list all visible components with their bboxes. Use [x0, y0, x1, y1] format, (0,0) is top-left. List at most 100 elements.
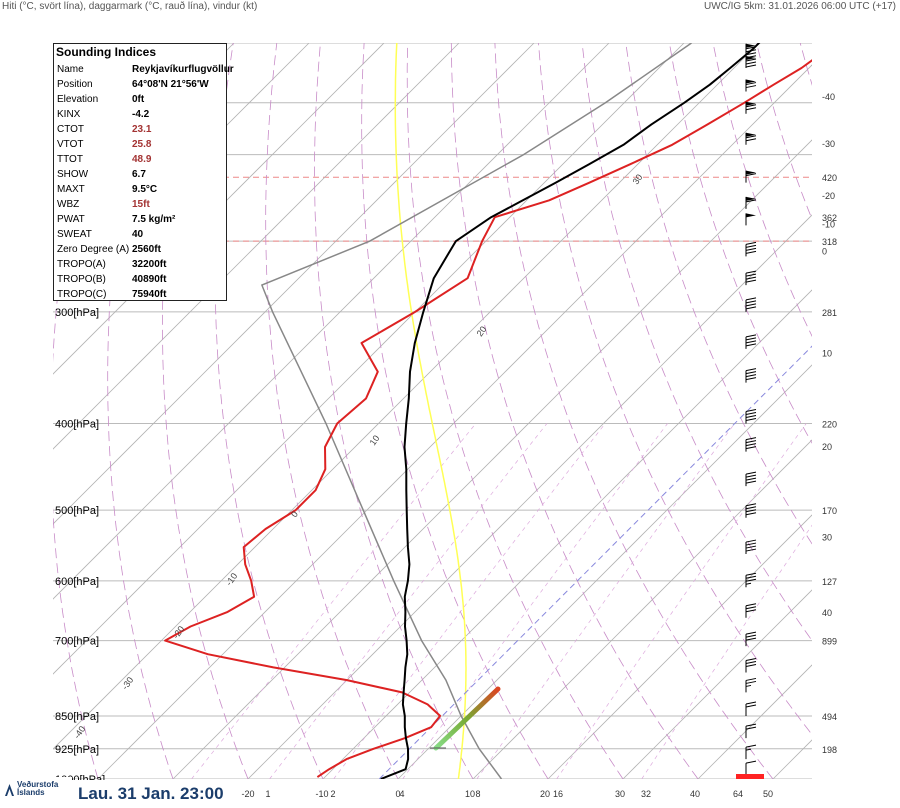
index-label: Zero Degree (A): [57, 244, 130, 255]
index-value: -4.2: [132, 109, 150, 120]
index-label: TROPO(A): [57, 259, 106, 270]
pressure-label: 850[hPa]: [55, 711, 99, 723]
wind-barb-pennant: [746, 196, 756, 201]
isotherm: [53, 43, 460, 450]
index-label: TTOT: [57, 154, 83, 165]
isotherm: [0, 43, 9, 779]
index-value: 64°08'N 21°56'W: [132, 79, 209, 90]
wind-barb-feather: [745, 337, 757, 341]
dry-adiabat: [450, 43, 699, 779]
bottom-axis-label: -10: [315, 789, 328, 799]
right-axis-label: 220: [822, 420, 837, 430]
wind-barb-feather: [745, 480, 757, 484]
mixing-ratio-line: [191, 423, 477, 779]
wind-barb-feather: [745, 374, 757, 378]
isotherm-label: 0: [289, 509, 300, 519]
wind-barb-feather: [745, 539, 757, 543]
wind-barb-feather: [745, 726, 757, 730]
wind-barb-feather: [745, 276, 757, 280]
wind-barb-feather: [745, 273, 757, 277]
wind-barb-feather: [745, 503, 757, 507]
right-axis-label: 170: [822, 506, 837, 516]
wind-barb-feather: [745, 64, 757, 68]
isotherm-label: 30: [631, 172, 645, 186]
wind-barb-feather: [745, 509, 757, 513]
wind-barb-pennant: [746, 170, 756, 175]
index-value: 48.9: [132, 154, 152, 165]
wind-barb-feather: [745, 303, 757, 307]
wind-barb-feather: [745, 603, 757, 607]
isotherm: [472, 439, 812, 779]
wind-barb-feather: [745, 418, 757, 422]
wind-barb-feather: [745, 297, 757, 301]
right-axis-label: -10: [822, 220, 835, 230]
wind-barb-feather: [745, 334, 757, 338]
dry-adiabat: [669, 43, 812, 444]
sounding-indices-panel: Sounding Indices Name Reykjavíkurflugvöll…: [53, 43, 234, 301]
wind-barb-feather: [745, 723, 757, 727]
wind-barb-feather: [745, 343, 757, 347]
bottom-axis-label: 4: [399, 789, 404, 799]
wind-barb-feather: [745, 279, 757, 283]
wind-barb-pennant: [746, 56, 756, 61]
wind-barb-feather: [745, 744, 757, 748]
wind-barb-feather: [745, 412, 757, 416]
wind-barb-feather: [745, 244, 757, 248]
wind-barb-feather: [745, 46, 757, 50]
wind-barb-feather: [745, 512, 757, 516]
wind-barb-feather: [745, 575, 757, 579]
bottom-axis-label: 2: [330, 789, 335, 799]
dry-adiabat: [712, 43, 812, 337]
isotherm: [848, 43, 900, 779]
index-label: Name: [57, 64, 84, 75]
index-value: 25.8: [132, 139, 152, 150]
wind-barb-feather: [745, 415, 757, 419]
index-value: 6.7: [132, 169, 146, 180]
bottom-axis-label: 50: [763, 789, 773, 799]
index-label: WBZ: [57, 199, 80, 210]
parcel-curve: [260, 43, 692, 779]
wind-barb-feather: [745, 446, 757, 450]
wind-barb-feather: [745, 578, 757, 582]
wind-barb-feather: [745, 634, 757, 638]
bottom-axis-label: 32: [641, 789, 651, 799]
isotherm-label: 20: [475, 324, 489, 338]
wind-barb-feather: [745, 474, 757, 478]
index-value: 9.5°C: [132, 184, 158, 195]
wind-barb-feather: [745, 582, 752, 585]
chart-subtitle: Hiti (°C, svört lína), daggarmark (°C, r…: [2, 1, 258, 12]
wind-barb-feather: [745, 684, 752, 687]
chart-labels: 250[hPa]300[hPa]400[hPa]500[hPa]600[hPa]…: [55, 92, 837, 799]
dry-adiabat: [799, 43, 812, 86]
dry-adiabat: [756, 43, 812, 221]
index-label: PWAT: [57, 214, 85, 225]
isotherm: [53, 43, 535, 525]
right-axis-label: 420: [822, 173, 837, 183]
index-value: 32200ft: [132, 259, 167, 270]
index-value: 75940ft: [132, 289, 167, 300]
wind-barb-feather: [745, 368, 757, 372]
right-axis-label: 10: [822, 348, 832, 358]
wind-barb-feather: [745, 631, 757, 635]
indices-title: Sounding Indices: [56, 45, 157, 59]
isotherm: [53, 43, 760, 750]
isotherm-label: 10: [368, 433, 382, 447]
wind-barb-feather: [745, 82, 757, 86]
index-value: 7.5 kg/m²: [132, 214, 176, 225]
bottom-axis-label: 8: [475, 789, 480, 799]
index-label: SWEAT: [57, 229, 92, 240]
wind-barb-feather: [745, 52, 757, 56]
wind-barb-feather: [745, 85, 757, 89]
index-value: 23.1: [132, 124, 152, 135]
pressure-label: 300[hPa]: [55, 307, 99, 319]
bottom-axis-label: 16: [553, 789, 563, 799]
right-axis-label: 899: [822, 637, 837, 647]
isotherm: [53, 43, 685, 675]
pressure-label: 925[hPa]: [55, 744, 99, 756]
right-axis-label: 362: [822, 213, 837, 223]
wind-barb-feather: [745, 443, 757, 447]
wind-barb-feather: [745, 548, 757, 552]
wind-barb-feather: [745, 340, 757, 344]
wind-barb-feather: [745, 173, 757, 177]
dry-adiabat: [844, 43, 900, 779]
